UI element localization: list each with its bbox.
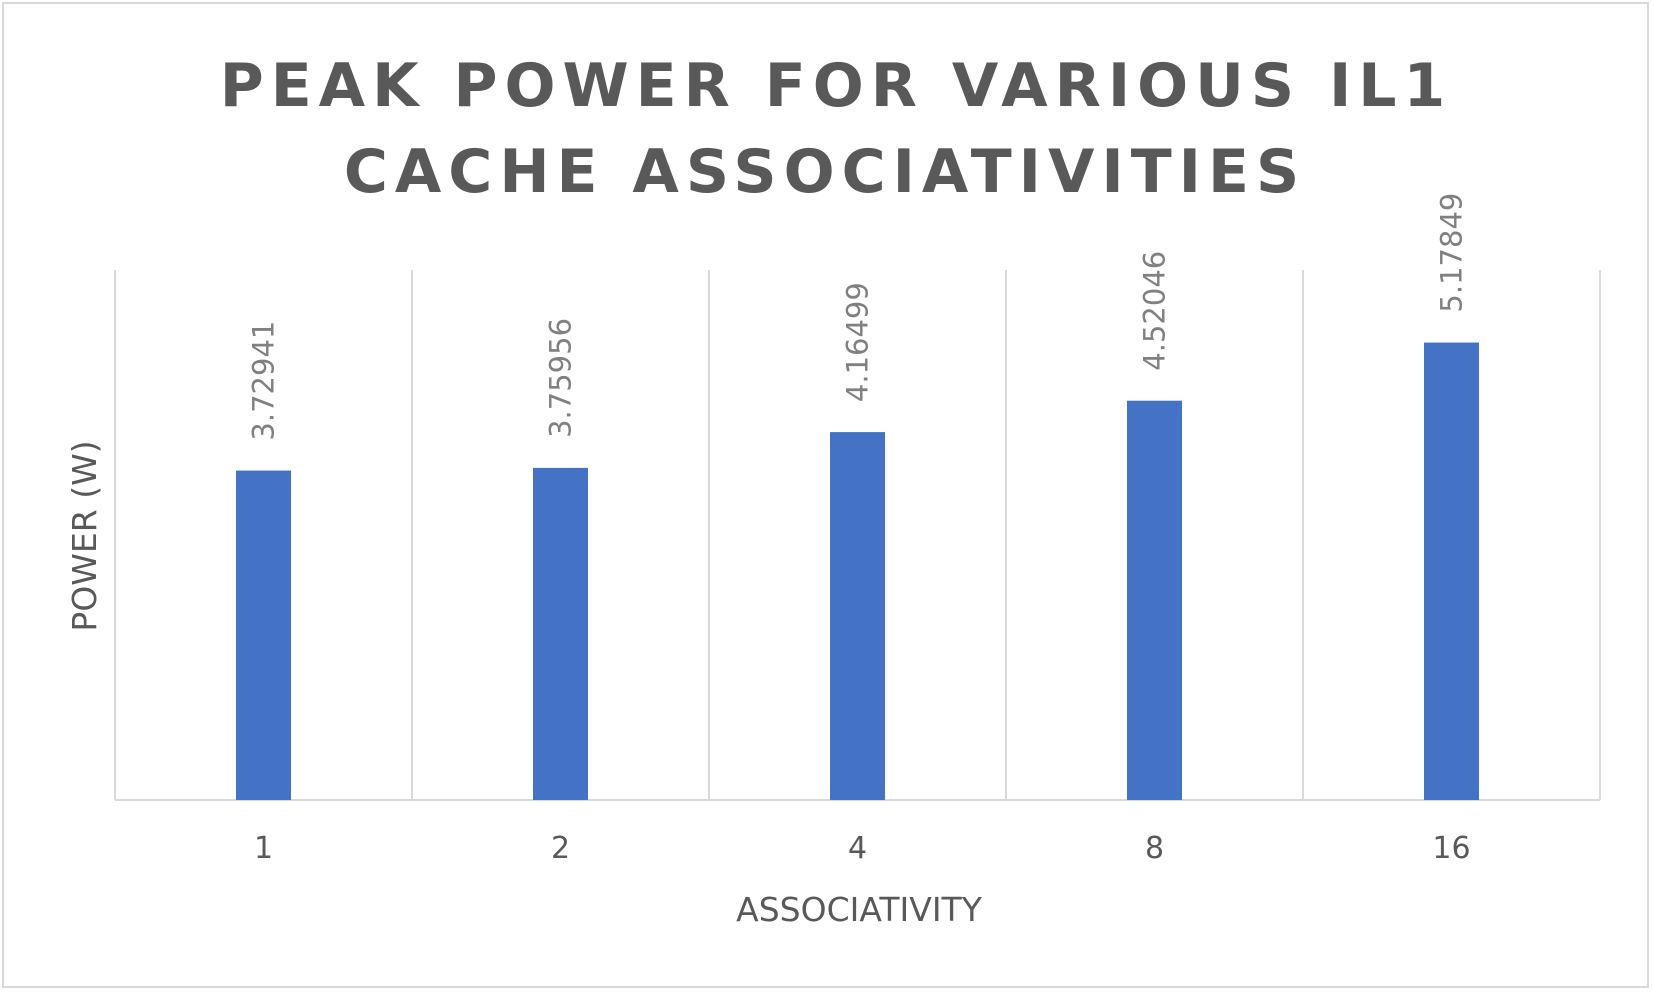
x-tick-4: 4: [848, 831, 867, 866]
data-labels: 3.72941 3.75956 4.16499 4.52046 5.17849: [247, 193, 1469, 441]
x-tick-16: 16: [1432, 831, 1470, 866]
chart-title-line-2: CACHE ASSOCIATIVITIES: [344, 137, 1306, 207]
bar-4: [830, 432, 885, 800]
data-label-1: 3.72941: [247, 321, 281, 441]
x-tick-1: 1: [254, 831, 273, 866]
bar-1: [236, 470, 291, 800]
data-label-2: 3.75956: [544, 318, 578, 438]
x-tick-2: 2: [551, 831, 570, 866]
x-axis-title: ASSOCIATIVITY: [736, 890, 983, 929]
y-axis-title: POWER (W): [65, 440, 104, 631]
bar-2: [533, 467, 588, 800]
data-label-8: 4.52046: [1138, 251, 1172, 371]
data-label-16: 5.17849: [1435, 193, 1469, 313]
x-tick-8: 8: [1145, 831, 1164, 866]
data-label-4: 4.16499: [841, 282, 875, 402]
bar-8: [1127, 400, 1182, 800]
chart-title-line-1: PEAK POWER FOR VARIOUS IL1: [220, 51, 1453, 121]
bars: [236, 342, 1479, 800]
bar-16: [1424, 342, 1479, 800]
x-tick-labels: 1 2 4 8 16: [254, 831, 1471, 866]
